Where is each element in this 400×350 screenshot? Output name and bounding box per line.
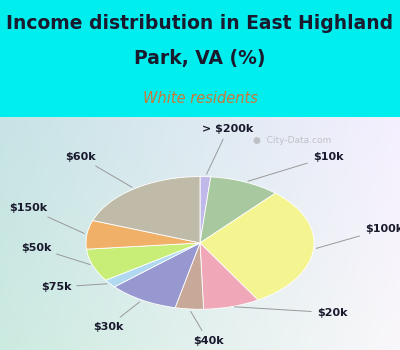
- Wedge shape: [200, 177, 275, 243]
- Text: ●  City-Data.com: ● City-Data.com: [253, 136, 331, 145]
- Wedge shape: [86, 220, 200, 249]
- Text: $40k: $40k: [191, 312, 223, 346]
- Text: Park, VA (%): Park, VA (%): [134, 49, 266, 68]
- Text: $20k: $20k: [234, 307, 347, 318]
- Wedge shape: [86, 243, 200, 280]
- Text: $75k: $75k: [41, 282, 107, 292]
- Wedge shape: [200, 243, 258, 309]
- Text: Income distribution in East Highland: Income distribution in East Highland: [6, 14, 394, 33]
- Text: $150k: $150k: [9, 203, 84, 233]
- Wedge shape: [93, 177, 200, 243]
- Text: $30k: $30k: [93, 302, 140, 332]
- Wedge shape: [200, 193, 314, 300]
- Wedge shape: [175, 243, 204, 309]
- Text: $60k: $60k: [65, 152, 132, 187]
- Text: > $200k: > $200k: [202, 124, 254, 174]
- Text: $50k: $50k: [21, 243, 90, 265]
- Text: $100k: $100k: [316, 224, 400, 248]
- Wedge shape: [106, 243, 200, 287]
- Text: $10k: $10k: [248, 152, 343, 181]
- Wedge shape: [114, 243, 200, 308]
- Wedge shape: [200, 177, 211, 243]
- Text: White residents: White residents: [142, 91, 258, 106]
